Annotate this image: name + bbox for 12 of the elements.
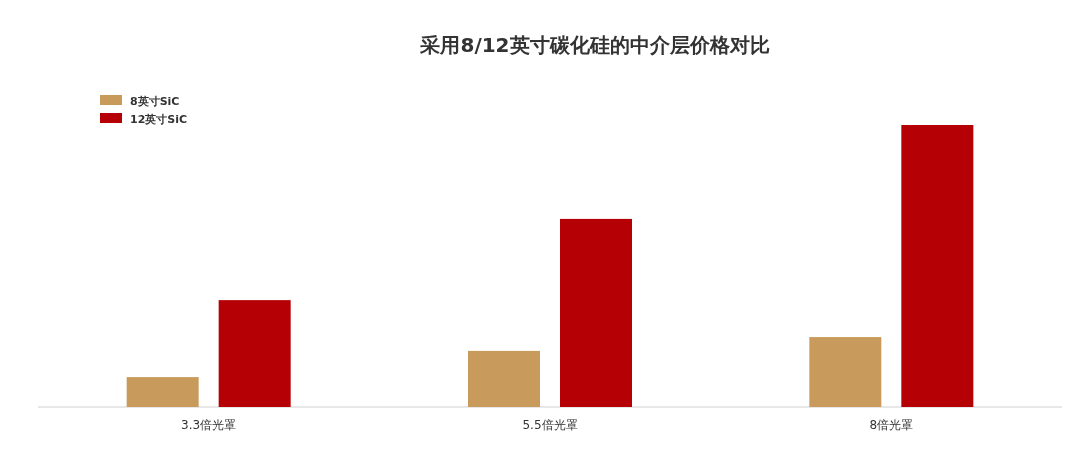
bar [126,377,199,407]
bar [560,218,632,407]
bar [809,337,882,407]
chart-title: 采用8/12英寸碳化硅的中介层价格对比 [419,33,770,57]
x-tick-label: 3.3倍光罩 [181,418,237,432]
bar [901,125,974,407]
legend-label: 12英寸SiC [130,112,188,126]
legend-label: 8英寸SiC [130,94,180,108]
bar [218,300,291,407]
x-tick-label: 8倍光罩 [869,418,914,432]
bar [468,350,540,407]
x-tick-label: 5.5倍光罩 [522,418,578,432]
